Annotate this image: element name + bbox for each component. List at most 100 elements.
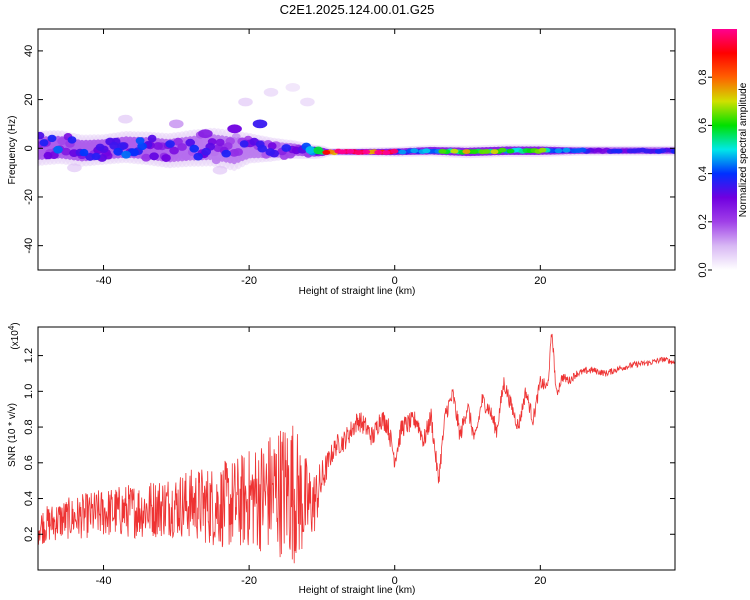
spectral-cell bbox=[398, 149, 407, 155]
colorbar-tick-label: 0.4 bbox=[697, 166, 709, 181]
spectral-cell bbox=[382, 150, 391, 156]
snr-y-ticks: 0.2 0.4 0.6 0.8 1.0 1.2 bbox=[23, 348, 675, 542]
x-tick-label: -40 bbox=[96, 275, 112, 287]
spectral-cell bbox=[193, 152, 203, 161]
spectral-cell bbox=[257, 144, 268, 153]
x-tick-label: -40 bbox=[96, 575, 112, 587]
colorbar-tick-label: 0.2 bbox=[697, 214, 709, 229]
snr-panel: -40 -20 0 20 0.2 0.4 0.6 0.8 1.0 1.2 Height of s… bbox=[7, 322, 676, 596]
spectral-cell bbox=[638, 147, 647, 153]
colorbar-ticks: 0.0 0.2 0.4 0.6 0.8 bbox=[697, 70, 712, 278]
spectral-cell bbox=[57, 137, 67, 146]
spectral-cell bbox=[169, 146, 179, 155]
spectral-cell bbox=[147, 134, 157, 143]
spectrogram-y-ticks: -40 -20 0 20 40 bbox=[23, 45, 675, 254]
spectral-cell bbox=[267, 142, 277, 150]
snr-multiplier-close: ) bbox=[10, 322, 21, 325]
spectral-cell bbox=[654, 149, 663, 154]
spectral-cell bbox=[121, 150, 131, 159]
spectral-cell bbox=[490, 149, 499, 155]
spectral-cell bbox=[135, 137, 145, 145]
spectral-cell bbox=[177, 143, 187, 151]
spectral-cell bbox=[212, 165, 228, 175]
spectral-cell bbox=[227, 124, 242, 134]
snr-x-ticks: -40 -20 0 20 bbox=[96, 327, 546, 587]
y-tick-label: 1.0 bbox=[23, 384, 35, 399]
colorbar: 0.0 0.2 0.4 0.6 0.8 Normalized spectral ampl… bbox=[697, 29, 749, 278]
spectral-cell bbox=[129, 148, 139, 157]
x-tick-label: 0 bbox=[392, 275, 398, 287]
spectral-cell bbox=[113, 147, 123, 156]
snr-multiplier-base: (x10 bbox=[10, 330, 21, 350]
spectral-cell bbox=[181, 152, 191, 161]
x-tick-label: -20 bbox=[241, 575, 257, 587]
spectral-cell bbox=[562, 147, 571, 153]
spectrogram-image bbox=[38, 83, 675, 175]
y-tick-label: 40 bbox=[23, 45, 35, 57]
spectral-cell bbox=[118, 114, 133, 124]
spectral-cell bbox=[300, 97, 315, 107]
y-tick-label: 0.8 bbox=[23, 419, 35, 434]
spectral-cell bbox=[670, 149, 675, 154]
spectral-cell bbox=[346, 149, 355, 154]
spectral-cell bbox=[538, 147, 547, 153]
y-tick-label: 0 bbox=[23, 145, 35, 151]
spectral-cell bbox=[450, 148, 459, 154]
spectral-cell bbox=[554, 148, 563, 154]
x-tick-label: 20 bbox=[534, 275, 546, 287]
spectral-cell bbox=[153, 142, 163, 150]
y-tick-label: -20 bbox=[23, 189, 35, 205]
spectral-cell bbox=[201, 147, 211, 156]
spectral-cell bbox=[149, 152, 159, 161]
snr-multiplier-exponent: 4 bbox=[7, 325, 16, 330]
colorbar-tick-label: 0.8 bbox=[697, 70, 709, 85]
spectral-cell bbox=[185, 138, 195, 147]
spectrogram-x-label: Height of straight line (km) bbox=[299, 286, 416, 297]
spectral-cell bbox=[462, 149, 471, 155]
snr-background bbox=[38, 327, 675, 570]
spectral-cell bbox=[263, 87, 279, 97]
spectral-cell bbox=[95, 143, 105, 151]
y-tick-label: 20 bbox=[23, 93, 35, 105]
spectral-cell bbox=[169, 119, 184, 129]
spectrogram-y-label: Frequency (Hz) bbox=[7, 116, 18, 185]
spectral-cell bbox=[67, 136, 77, 144]
x-tick-label: -20 bbox=[241, 275, 257, 287]
spectral-cell bbox=[354, 150, 363, 155]
spectral-cell bbox=[498, 147, 507, 153]
spectral-cell bbox=[285, 83, 301, 92]
snr-multiplier-label: (x104) bbox=[7, 322, 21, 349]
spectrogram-panel: -40 -20 0 20 -40 -20 0 20 40 Height of straight… bbox=[7, 28, 676, 297]
spectral-cell bbox=[43, 151, 53, 160]
spectral-cell bbox=[338, 149, 347, 155]
spectral-cell bbox=[165, 140, 175, 148]
figure-title: C2E1.2025.124.00.01.G25 bbox=[280, 2, 435, 17]
y-tick-label: 0.2 bbox=[23, 527, 35, 542]
spectral-cell bbox=[614, 148, 623, 154]
x-tick-label: 0 bbox=[392, 575, 398, 587]
spectral-cell bbox=[438, 149, 447, 154]
spectral-cell bbox=[38, 131, 45, 140]
spectral-cell bbox=[79, 148, 89, 157]
snr-y-label: SNR (10 * v/v) bbox=[7, 403, 18, 467]
spectral-cell bbox=[229, 149, 239, 157]
spectrogram-frame bbox=[37, 28, 676, 271]
spectral-cell bbox=[39, 139, 49, 147]
spectral-cell bbox=[305, 146, 316, 154]
spectral-cell bbox=[53, 145, 63, 154]
spectral-cell bbox=[482, 149, 491, 154]
spectral-cell bbox=[215, 138, 225, 147]
spectral-cell bbox=[47, 134, 57, 143]
spectral-cell bbox=[161, 154, 171, 162]
spectral-cell bbox=[141, 153, 151, 162]
spectral-cell bbox=[630, 148, 639, 154]
snr-frame bbox=[37, 326, 676, 571]
spectral-cell bbox=[238, 97, 253, 107]
spectral-cell bbox=[198, 129, 213, 139]
colorbar-tick-label: 0.6 bbox=[697, 118, 709, 133]
spectral-cell bbox=[109, 141, 119, 150]
y-tick-label: 1.2 bbox=[23, 348, 35, 363]
spectral-cell bbox=[221, 149, 231, 158]
colorbar-gradient bbox=[712, 29, 737, 270]
